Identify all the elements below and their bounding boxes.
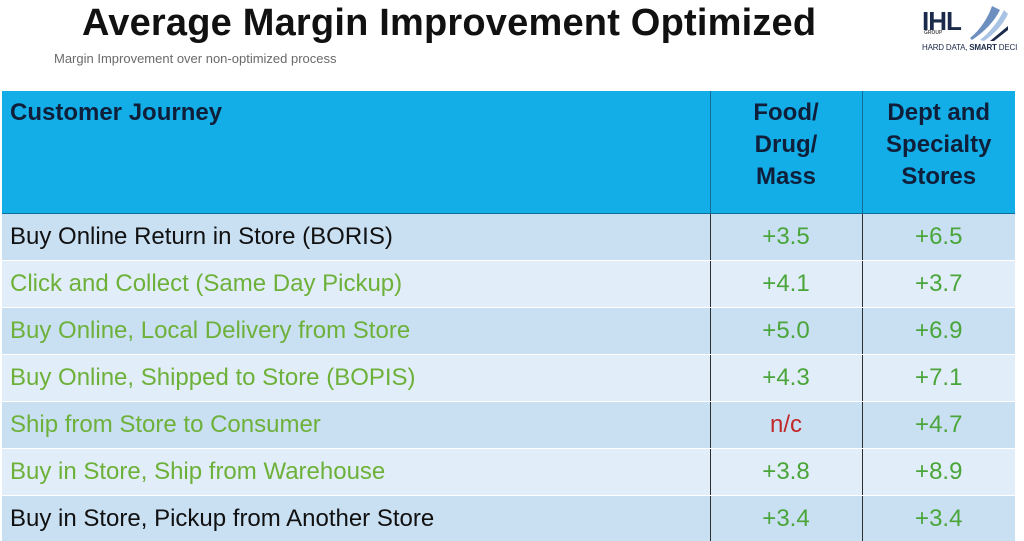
slide-title: Average Margin Improvement Optimized — [82, 2, 817, 44]
cell-customer-journey: Buy in Store, Ship from Warehouse — [2, 448, 711, 496]
cell-food-drug-mass: +3.8 — [710, 448, 863, 496]
column-header-dept-specialty: Dept and Specialty Stores — [862, 91, 1015, 214]
table-body: Buy Online Return in Store (BORIS) +3.5 +6… — [2, 213, 1015, 541]
cell-food-drug-mass: +5.0 — [710, 307, 863, 355]
cell-customer-journey: Buy Online, Shipped to Store (BOPIS) — [2, 354, 711, 402]
table-row: Click and Collect (Same Day Pickup) +4.1 +… — [2, 260, 1015, 308]
cell-customer-journey: Buy Online, Local Delivery from Store — [2, 307, 711, 355]
column-header-customer-journey: Customer Journey — [2, 91, 711, 214]
table-row: Buy Online, Local Delivery from Store +5.… — [2, 307, 1015, 355]
table-row: Buy in Store, Pickup from Another Store +… — [2, 495, 1015, 541]
cell-dept-specialty: +4.7 — [862, 401, 1015, 449]
cell-dept-specialty: +3.7 — [862, 260, 1015, 308]
cell-dept-specialty: +3.4 — [862, 495, 1015, 541]
cell-customer-journey: Buy Online Return in Store (BORIS) — [2, 213, 711, 261]
cell-customer-journey: Click and Collect (Same Day Pickup) — [2, 260, 711, 308]
cell-customer-journey: Ship from Store to Consumer — [2, 401, 711, 449]
cell-food-drug-mass: +4.3 — [710, 354, 863, 402]
table-row: Buy Online Return in Store (BORIS) +3.5 +6… — [2, 213, 1015, 261]
cell-food-drug-mass: +4.1 — [710, 260, 863, 308]
table-row: Buy Online, Shipped to Store (BOPIS) +4.3… — [2, 354, 1015, 402]
margin-table: Customer Journey Food/ Drug/ Mass Dept a… — [2, 91, 1015, 541]
cell-food-drug-mass: +3.4 — [710, 495, 863, 541]
table-row: Buy in Store, Ship from Warehouse +3.8 +8.… — [2, 448, 1015, 496]
cell-dept-specialty: +6.5 — [862, 213, 1015, 261]
table-row: Ship from Store to Consumer n/c +4.7 — [2, 401, 1015, 449]
margin-table-container: Customer Journey Food/ Drug/ Mass Dept a… — [2, 91, 1015, 541]
logo-mark: IHL — [922, 6, 962, 36]
cell-customer-journey: Buy in Store, Pickup from Another Store — [2, 495, 711, 541]
table-header-row: Customer Journey Food/ Drug/ Mass Dept a… — [2, 91, 1015, 214]
slide-subtitle: Margin Improvement over non-optimized pr… — [54, 51, 337, 66]
cell-food-drug-mass: n/c — [710, 401, 863, 449]
ihl-logo: IHL GROUP HARD DATA, SMART DECI — [920, 2, 1024, 60]
column-header-food-drug-mass: Food/ Drug/ Mass — [710, 91, 863, 214]
cell-food-drug-mass: +3.5 — [710, 213, 863, 261]
logo-sub: GROUP — [924, 30, 943, 36]
ihl-swoosh-icon — [970, 6, 1008, 41]
cell-dept-specialty: +6.9 — [862, 307, 1015, 355]
cell-dept-specialty: +7.1 — [862, 354, 1015, 402]
cell-dept-specialty: +8.9 — [862, 448, 1015, 496]
logo-tagline: HARD DATA, SMART DECI — [922, 43, 1018, 52]
